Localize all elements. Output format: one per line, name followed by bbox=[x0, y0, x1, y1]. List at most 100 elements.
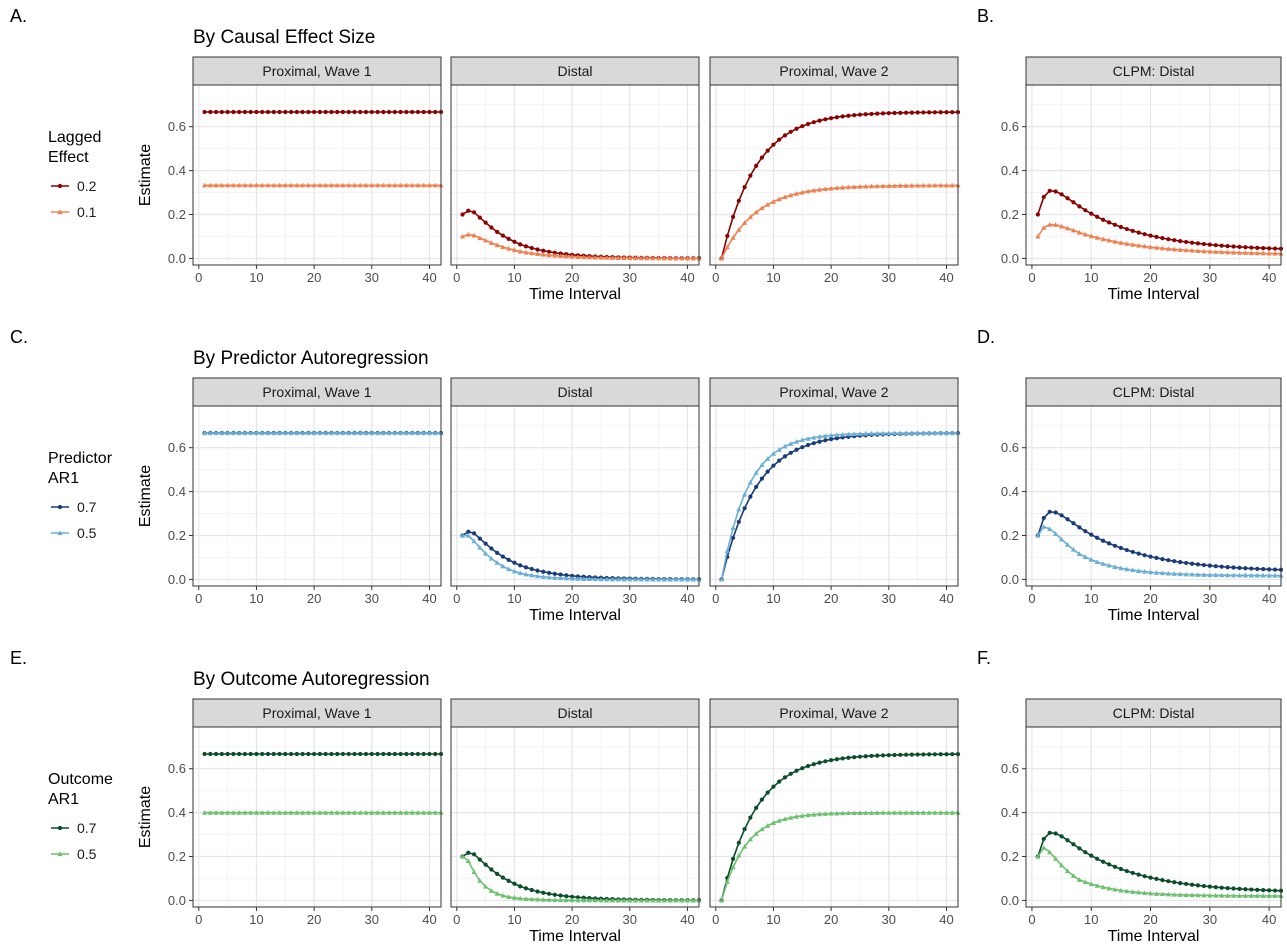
data-point bbox=[335, 109, 340, 115]
data-point bbox=[1219, 564, 1224, 569]
data-point bbox=[506, 236, 511, 241]
data-point bbox=[1142, 890, 1148, 896]
data-point bbox=[1041, 524, 1047, 529]
legend-item-label: 0.2 bbox=[77, 178, 97, 194]
data-point bbox=[1088, 557, 1094, 562]
plot-background bbox=[1026, 85, 1281, 265]
data-point bbox=[352, 751, 357, 757]
data-point bbox=[1047, 188, 1052, 193]
data-point bbox=[459, 532, 466, 538]
legend: Lagged Effect 0.2 0.1 bbox=[48, 129, 101, 220]
x-tick-label: 10 bbox=[507, 912, 521, 927]
data-point bbox=[374, 182, 381, 188]
data-point bbox=[834, 810, 840, 816]
panel-border bbox=[192, 726, 442, 908]
data-point bbox=[1219, 249, 1225, 255]
data-point bbox=[771, 142, 776, 147]
data-point bbox=[1171, 571, 1177, 576]
data-point bbox=[1088, 233, 1094, 239]
data-point bbox=[552, 575, 558, 580]
data-point bbox=[523, 249, 529, 255]
x-tick-label: 20 bbox=[307, 912, 321, 927]
data-point bbox=[288, 751, 294, 757]
gridlines bbox=[710, 85, 958, 265]
data-point bbox=[800, 124, 805, 129]
data-point bbox=[369, 751, 374, 757]
data-point bbox=[656, 897, 662, 903]
data-point bbox=[575, 895, 580, 900]
data-point bbox=[260, 751, 265, 757]
data-point bbox=[1166, 558, 1171, 563]
data-point bbox=[915, 182, 921, 188]
data-point bbox=[1166, 879, 1171, 884]
data-point bbox=[552, 897, 558, 903]
data-point bbox=[604, 255, 610, 260]
data-point bbox=[311, 810, 317, 815]
data-point bbox=[869, 111, 874, 117]
data-point bbox=[754, 484, 759, 489]
data-point bbox=[592, 897, 598, 903]
data-point bbox=[799, 813, 805, 818]
data-point bbox=[863, 112, 868, 117]
data-point bbox=[518, 563, 523, 568]
data-point bbox=[523, 565, 529, 570]
data-point bbox=[921, 110, 926, 115]
data-point bbox=[248, 810, 254, 815]
data-point bbox=[1243, 887, 1248, 892]
legend-key-marker bbox=[57, 825, 63, 831]
data-point bbox=[403, 430, 409, 436]
data-point bbox=[765, 201, 771, 207]
data-point bbox=[517, 895, 523, 901]
data-point bbox=[1207, 884, 1212, 889]
data-point bbox=[834, 757, 839, 762]
data-point bbox=[1089, 853, 1094, 858]
data-point bbox=[1041, 836, 1046, 842]
data-point bbox=[1136, 872, 1141, 877]
data-point bbox=[317, 810, 323, 815]
data-point bbox=[1184, 239, 1189, 245]
data-point bbox=[851, 431, 857, 437]
data-point bbox=[277, 109, 282, 115]
data-point bbox=[535, 568, 540, 573]
facet-strip bbox=[450, 377, 700, 407]
data-point bbox=[1058, 536, 1065, 542]
data-point bbox=[1047, 830, 1052, 835]
data-point bbox=[1225, 886, 1230, 891]
legend: Predictor AR1 0.7 0.5 bbox=[48, 450, 113, 541]
data-point bbox=[909, 430, 915, 436]
data-point bbox=[363, 430, 369, 436]
data-point bbox=[1136, 889, 1142, 895]
data-point bbox=[483, 237, 489, 243]
series-0-7 bbox=[1035, 830, 1284, 893]
data-point bbox=[1053, 510, 1058, 515]
data-point bbox=[1165, 570, 1171, 576]
legend-item-label: 0.5 bbox=[77, 846, 97, 862]
data-point bbox=[421, 109, 426, 115]
data-point bbox=[1106, 541, 1112, 546]
data-point bbox=[834, 432, 840, 437]
data-point bbox=[679, 576, 685, 582]
data-point bbox=[534, 251, 541, 257]
x-tick-label: 20 bbox=[824, 912, 838, 927]
data-point bbox=[644, 897, 650, 903]
data-point bbox=[415, 109, 421, 115]
x-tick-label: 10 bbox=[1084, 912, 1098, 927]
y-tick-label: 0.2 bbox=[168, 849, 186, 864]
data-point bbox=[471, 232, 477, 238]
data-point bbox=[759, 476, 765, 481]
y-tick-label: 0.6 bbox=[168, 119, 186, 134]
series-0-5 bbox=[459, 853, 702, 903]
data-point bbox=[1047, 222, 1053, 227]
data-point bbox=[1047, 509, 1052, 514]
data-point bbox=[765, 823, 771, 828]
y-tick-label: 0.2 bbox=[1001, 207, 1019, 222]
data-point bbox=[909, 752, 914, 757]
data-point bbox=[415, 810, 421, 815]
panel-letter-left: A. bbox=[10, 6, 27, 26]
data-point bbox=[1065, 196, 1070, 201]
y-tick-label: 0.6 bbox=[168, 440, 186, 455]
data-point bbox=[811, 811, 817, 817]
data-point bbox=[415, 430, 421, 436]
data-point bbox=[921, 752, 926, 757]
data-point bbox=[1035, 532, 1041, 538]
